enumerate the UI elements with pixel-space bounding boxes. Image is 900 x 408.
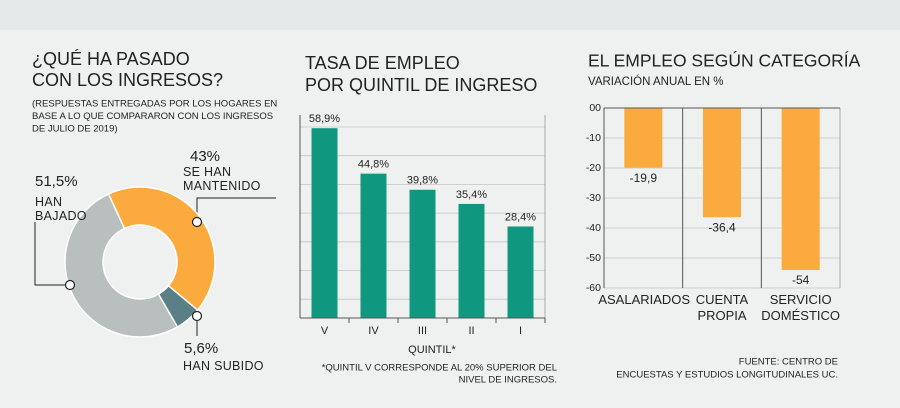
chart-subtitle: (RESPUESTAS ENTREGADAS POR LOS HOGARES E…: [32, 99, 277, 110]
y-tick-label: -60: [586, 282, 601, 294]
value-label: 44,8%: [358, 159, 389, 171]
x-tick-label: IV: [368, 325, 379, 337]
category-label: HAN SUBIDO: [183, 359, 264, 373]
y-tick-label: -10: [586, 132, 601, 144]
footnote: NIVEL DE INGRESOS.: [459, 375, 557, 386]
source-note: ENCUESTAS Y ESTUDIOS LONGITUDINALES UC.: [616, 370, 838, 381]
value-label: -36,4: [708, 220, 736, 234]
chart-subtitle: BASE A LO QUE COMPARARON CON LOS INGRESO…: [32, 111, 273, 122]
chart-title: CON LOS INGRESOS?: [32, 70, 223, 90]
value-label: 39,8%: [407, 175, 438, 187]
bar: [458, 203, 485, 318]
x-tick-label: III: [418, 325, 427, 337]
marker-dot: [64, 279, 76, 291]
y-tick-label: 00: [589, 102, 601, 114]
value-label: -19,9: [630, 171, 658, 185]
chart-title: EL EMPLEO SEGÚN CATEGORÍA: [588, 50, 861, 71]
source-note: FUENTE: CENTRO DE: [739, 357, 838, 368]
x-tick-label: ASALARIADOS: [598, 292, 691, 307]
donut-slice: [64, 192, 179, 338]
x-tick-label: II: [468, 325, 474, 337]
chart-title: POR QUINTIL DE INGRESO: [305, 75, 537, 95]
x-tick-label: CUENTA PROPIA: [695, 292, 749, 323]
bar: [624, 108, 663, 168]
y-tick-label: -30: [586, 192, 601, 204]
y-tick-label: -50: [586, 252, 601, 264]
connector: [34, 222, 70, 286]
category-label: SE HAN MANTENIDO: [183, 165, 261, 193]
bar: [409, 189, 436, 318]
x-tick-label: I: [519, 325, 522, 337]
value-label: 28,4%: [505, 211, 536, 223]
bar: [311, 128, 338, 318]
value-label: 5,6%: [184, 340, 218, 357]
bar: [781, 108, 820, 270]
top-band: [0, 0, 900, 30]
chart-subtitle: VARIACIÓN ANUAL EN %: [588, 75, 723, 88]
category-label: HAN BAJADO: [35, 195, 87, 223]
value-label: 58,9%: [309, 113, 340, 125]
y-tick-label: -40: [586, 222, 601, 234]
chart-subtitle: DE JULIO DE 2019): [32, 124, 118, 135]
x-axis-title: QUINTIL*: [408, 344, 456, 356]
value-label: 43%: [190, 148, 220, 165]
marker-dot: [191, 216, 203, 228]
x-tick-label: V: [321, 325, 329, 337]
chart-title: ¿QUÉ HA PASADO: [32, 49, 190, 69]
bar: [703, 108, 741, 218]
y-tick-label: -20: [586, 162, 601, 174]
bar: [360, 173, 387, 318]
donut-slice: [157, 284, 199, 328]
x-tick-label: SERVICIO DOMÉSTICO: [761, 292, 841, 323]
value-label: 51,5%: [35, 173, 78, 190]
marker-dot: [191, 310, 203, 322]
footnote: *QUINTIL V CORRESPONDE AL 20% SUPERIOR D…: [322, 363, 557, 374]
chart-title: TASA DE EMPLEO: [305, 53, 460, 73]
bar: [507, 226, 534, 318]
donut-slice: [107, 186, 216, 312]
value-label: 35,4%: [456, 189, 487, 201]
value-label: -54: [792, 273, 810, 287]
connector: [196, 197, 276, 222]
